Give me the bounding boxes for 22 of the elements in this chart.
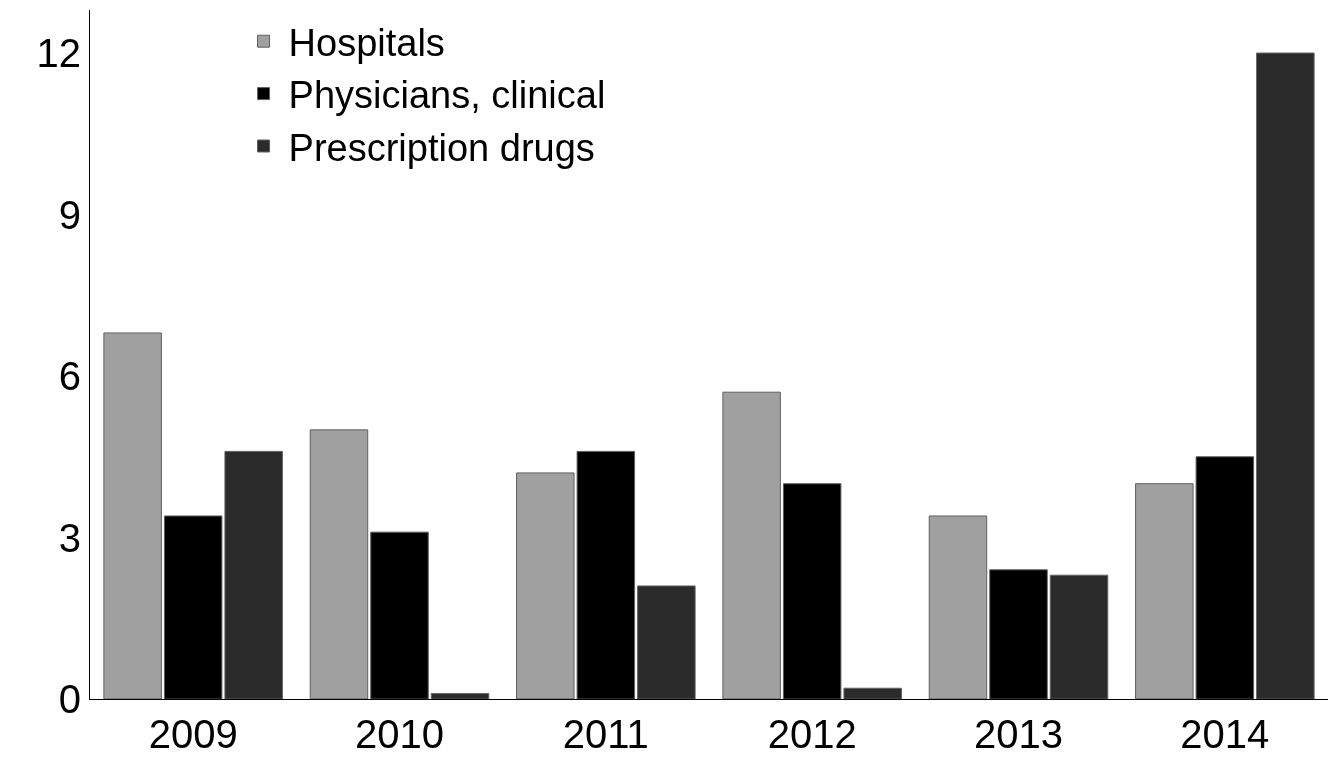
bar: [103, 332, 162, 699]
bar: [1256, 52, 1315, 699]
y-tick-label: 12: [36, 31, 81, 76]
x-tick-label: 2010: [355, 712, 444, 756]
y-tick-label: 0: [58, 677, 81, 721]
x-tick-label: 2009: [148, 712, 238, 756]
bar: [430, 693, 490, 699]
legend-label: Hospitals: [288, 22, 445, 65]
x-tick-label: 2012: [767, 712, 857, 756]
y-tick-label: 6: [58, 354, 81, 399]
x-tick-label: 2013: [974, 712, 1063, 756]
y-tick-label: 3: [58, 515, 81, 560]
bar: [928, 515, 988, 699]
legend-label: Prescription drugs: [288, 126, 595, 169]
bar: [1049, 574, 1109, 699]
bar: [637, 585, 696, 699]
x-tick-label: 2011: [562, 712, 649, 756]
y-tick-label: 9: [58, 192, 81, 237]
legend-label: Physicians, clinical: [288, 74, 606, 117]
bar: [722, 391, 781, 699]
bar: [309, 429, 369, 699]
x-tick-label: 2014: [1180, 712, 1270, 756]
